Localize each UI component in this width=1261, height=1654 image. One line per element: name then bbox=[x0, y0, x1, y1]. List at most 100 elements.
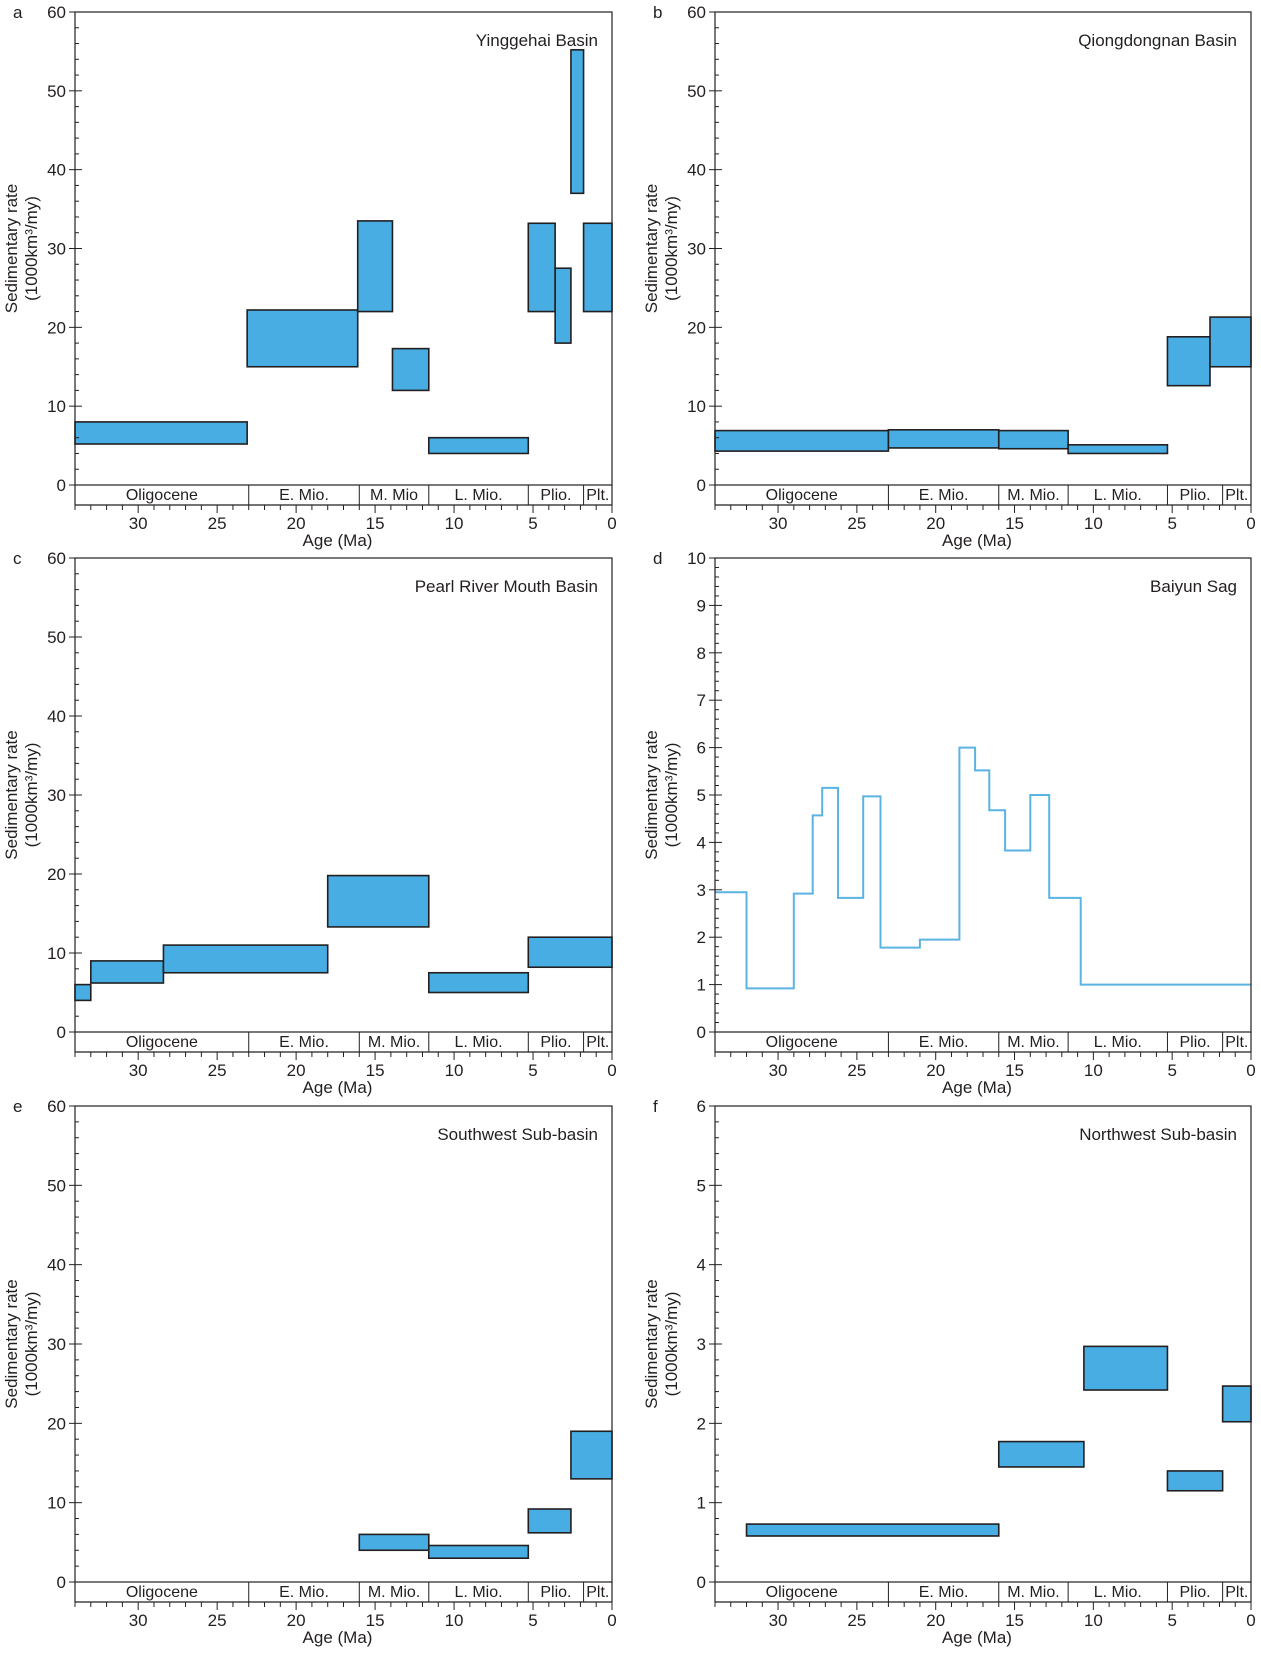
y-axis-label: Sedimentary rate bbox=[2, 184, 21, 313]
epoch-label: Plt. bbox=[1225, 1034, 1248, 1051]
y-tick-label: 3 bbox=[697, 881, 706, 900]
epoch-label: L. Mio. bbox=[455, 487, 503, 504]
epoch-label: M. Mio. bbox=[368, 1034, 420, 1051]
y-tick-label: 40 bbox=[687, 161, 706, 180]
y-axis-label-units: (1000km³/my) bbox=[662, 196, 681, 301]
x-tick-label: 30 bbox=[129, 1611, 148, 1630]
y-tick-label: 60 bbox=[47, 1097, 66, 1116]
y-tick-label: 2 bbox=[697, 928, 706, 947]
y-tick-label: 50 bbox=[47, 82, 66, 101]
y-tick-label: 0 bbox=[697, 1573, 706, 1592]
x-axis-label: Age (Ma) bbox=[303, 1078, 373, 1097]
x-tick-label: 25 bbox=[208, 514, 227, 533]
y-axis-label: Sedimentary rate bbox=[642, 184, 661, 313]
rate-box bbox=[997, 1440, 1085, 1468]
x-tick-label: 15 bbox=[366, 1611, 385, 1630]
x-tick-label: 15 bbox=[1005, 514, 1024, 533]
epoch-label: L. Mio. bbox=[455, 1584, 503, 1601]
y-tick-label: 30 bbox=[687, 240, 706, 259]
rate-box bbox=[527, 222, 556, 313]
rate-box bbox=[358, 1533, 430, 1552]
y-tick-label: 0 bbox=[697, 1023, 706, 1042]
y-axis-label: Sedimentary rate bbox=[642, 730, 661, 859]
y-tick-label: 10 bbox=[47, 397, 66, 416]
y-axis-label-units: (1000km³/my) bbox=[22, 743, 41, 848]
y-tick-label: 10 bbox=[47, 944, 66, 963]
epoch-label: Plio. bbox=[540, 1034, 571, 1051]
rate-box bbox=[356, 220, 394, 313]
x-tick-label: 30 bbox=[769, 1061, 788, 1080]
y-tick-label: 6 bbox=[697, 1097, 706, 1116]
y-tick-label: 30 bbox=[47, 1335, 66, 1354]
epoch-label: L. Mio. bbox=[1094, 1034, 1142, 1051]
y-tick-label: 10 bbox=[47, 1494, 66, 1513]
x-axis-label: Age (Ma) bbox=[942, 531, 1012, 550]
y-tick-label: 10 bbox=[687, 397, 706, 416]
epoch-label: Oligocene bbox=[766, 1584, 838, 1601]
x-tick-label: 0 bbox=[607, 1061, 616, 1080]
rate-box bbox=[1083, 1345, 1169, 1391]
rate-box bbox=[427, 436, 530, 455]
chart-panel-b: b Qiongdongnan Basin Oligocene E. Mio. M. Mi… bbox=[642, 3, 1256, 550]
epoch-label: M. Mio. bbox=[368, 1584, 420, 1601]
y-tick-label: 30 bbox=[47, 786, 66, 805]
y-tick-label: 0 bbox=[57, 1573, 66, 1592]
epoch-label: E. Mio. bbox=[279, 1034, 329, 1051]
x-tick-label: 20 bbox=[926, 1061, 945, 1080]
rate-box bbox=[391, 347, 430, 392]
epoch-label: L. Mio. bbox=[455, 1034, 503, 1051]
rate-box bbox=[527, 936, 613, 969]
y-axis-label: Sedimentary rate bbox=[2, 730, 21, 859]
rate-box bbox=[74, 983, 92, 1002]
epoch-label: M. Mio bbox=[370, 487, 418, 504]
x-tick-label: 20 bbox=[287, 1061, 306, 1080]
rate-box bbox=[89, 960, 165, 984]
epoch-label: Plio. bbox=[540, 1584, 571, 1601]
epoch-label: Oligocene bbox=[766, 487, 838, 504]
x-tick-label: 10 bbox=[445, 1611, 464, 1630]
x-tick-label: 20 bbox=[926, 1611, 945, 1630]
x-tick-label: 30 bbox=[769, 1611, 788, 1630]
y-tick-label: 4 bbox=[697, 1256, 706, 1275]
y-tick-label: 20 bbox=[47, 865, 66, 884]
rate-box bbox=[570, 1430, 613, 1480]
x-tick-label: 20 bbox=[287, 1611, 306, 1630]
epoch-label: Plt. bbox=[586, 1584, 609, 1601]
epoch-label: M. Mio. bbox=[1007, 1034, 1059, 1051]
epoch-label: Plio. bbox=[1179, 487, 1210, 504]
y-tick-label: 1 bbox=[697, 976, 706, 995]
x-axis-label: Age (Ma) bbox=[303, 1628, 373, 1647]
rate-box bbox=[745, 1523, 1000, 1537]
chart-title: Pearl River Mouth Basin bbox=[415, 577, 598, 596]
epoch-label: M. Mio. bbox=[1007, 487, 1059, 504]
y-tick-label: 60 bbox=[47, 3, 66, 22]
x-tick-label: 5 bbox=[1167, 514, 1176, 533]
y-tick-label: 20 bbox=[687, 318, 706, 337]
epoch-label: Plt. bbox=[586, 1034, 609, 1051]
epoch-label: Plt. bbox=[586, 487, 609, 504]
chart-panel-f: f Northwest Sub-basin Oligocene E. Mio. M. M… bbox=[642, 1097, 1256, 1647]
chart-title: Yinggehai Basin bbox=[476, 31, 598, 50]
x-tick-label: 5 bbox=[1167, 1611, 1176, 1630]
x-tick-label: 25 bbox=[208, 1611, 227, 1630]
rate-box bbox=[1221, 1385, 1252, 1423]
epoch-label: L. Mio. bbox=[1094, 1584, 1142, 1601]
epoch-label: Plio. bbox=[540, 487, 571, 504]
rate-box bbox=[570, 49, 585, 195]
rate-box bbox=[162, 944, 329, 974]
y-tick-label: 50 bbox=[47, 628, 66, 647]
x-tick-label: 0 bbox=[607, 1611, 616, 1630]
chart-panel-e: e Southwest Sub-basin Oligocene E. Mio. M. M… bbox=[2, 1097, 617, 1647]
y-tick-label: 40 bbox=[47, 1256, 66, 1275]
epoch-label: E. Mio. bbox=[279, 487, 329, 504]
y-axis-label-units: (1000km³/my) bbox=[22, 1292, 41, 1397]
y-tick-label: 2 bbox=[697, 1414, 706, 1433]
x-tick-label: 0 bbox=[1246, 514, 1255, 533]
y-tick-label: 3 bbox=[697, 1335, 706, 1354]
plot-frame bbox=[714, 11, 1252, 486]
epoch-label: Plio. bbox=[1179, 1034, 1210, 1051]
x-tick-label: 5 bbox=[1167, 1061, 1176, 1080]
y-tick-label: 40 bbox=[47, 161, 66, 180]
y-tick-label: 20 bbox=[47, 318, 66, 337]
